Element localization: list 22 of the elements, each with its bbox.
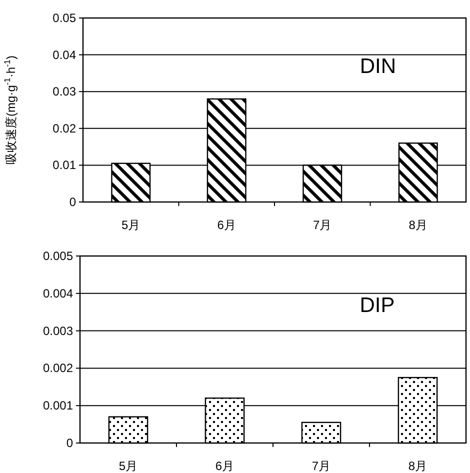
x-tick-label: 6月	[217, 218, 236, 232]
x-tick-label: 8月	[408, 459, 428, 473]
x-tick-label: 7月	[313, 218, 332, 232]
y-tick-label: 0.05	[52, 11, 76, 25]
y-tick-label: 0	[69, 195, 76, 209]
annotation: DIP	[360, 294, 395, 318]
y-tick-label: 0.003	[42, 324, 74, 338]
y-tick-label: 0.002	[42, 361, 74, 376]
y-tick-label: 0.005	[42, 249, 74, 263]
x-tick-label: 6月	[215, 459, 234, 473]
x-tick-label: 7月	[312, 459, 331, 473]
x-tick-label: 5月	[122, 218, 140, 232]
x-tick-label: 8月	[408, 218, 428, 232]
y-tick-label: 0.004	[42, 286, 74, 300]
y-tick-label: 0.01	[52, 158, 76, 172]
y-tick-label: 0.03	[52, 84, 76, 99]
annotation: DIN	[360, 55, 396, 78]
y-tick-label: 0.02	[52, 121, 76, 136]
x-tick-label: 5月	[118, 459, 138, 473]
y-tick-label: 0	[66, 436, 74, 450]
y-tick-label: 0.04	[52, 48, 76, 62]
y-tick-label: 0.001	[42, 398, 74, 413]
